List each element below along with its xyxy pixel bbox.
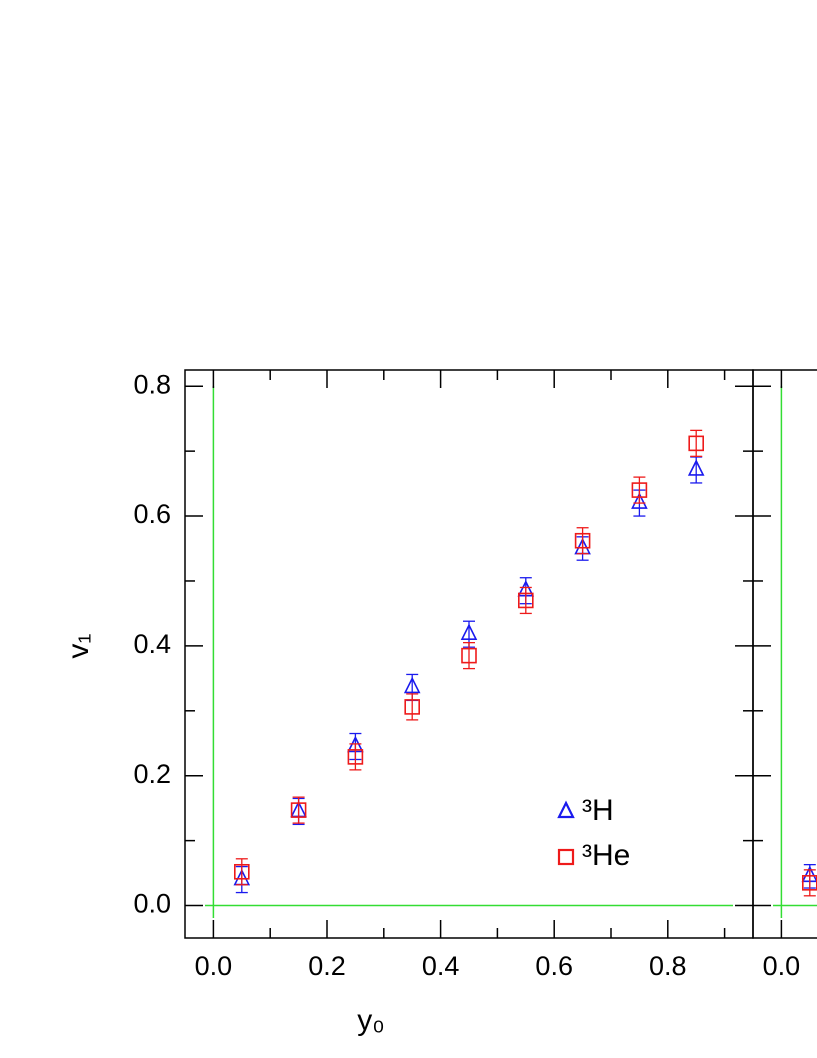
x-tick-label: 0.4 (422, 951, 460, 981)
y-tick-label: 0.0 (133, 889, 171, 919)
triangle-marker (687, 459, 705, 476)
y-tick-label: 0.6 (133, 499, 171, 529)
triangle-marker (631, 492, 648, 509)
triangle-marker (460, 623, 478, 641)
y-axis-label: v₁ (62, 633, 95, 658)
legend-label: ³H (582, 794, 614, 827)
square-marker (404, 699, 421, 715)
x-tick-label: 0.0 (763, 951, 801, 981)
square-marker (347, 749, 364, 765)
y-tick-label: 0.4 (133, 629, 171, 659)
square-marker (290, 802, 307, 818)
square-marker (631, 482, 648, 498)
square-marker (574, 532, 591, 549)
plot-frame (752, 369, 817, 939)
triangle-marker (403, 676, 421, 694)
y-tick-label: 0.2 (133, 759, 171, 789)
x-tick-label: 0.0 (195, 951, 233, 981)
square-marker (517, 592, 534, 609)
x-tick-label: 0.2 (308, 951, 346, 981)
legend-label: ³He (582, 839, 630, 872)
x-tick-label: 0.8 (649, 951, 687, 981)
x-axis-label: y₀ (357, 1004, 384, 1037)
square-marker (688, 435, 705, 452)
x-tick-label: 0.6 (535, 951, 573, 981)
square-marker (557, 848, 575, 866)
triangle-marker (557, 800, 575, 819)
square-marker (234, 863, 250, 880)
y-tick-label: 0.8 (133, 369, 171, 399)
square-marker (461, 647, 477, 664)
